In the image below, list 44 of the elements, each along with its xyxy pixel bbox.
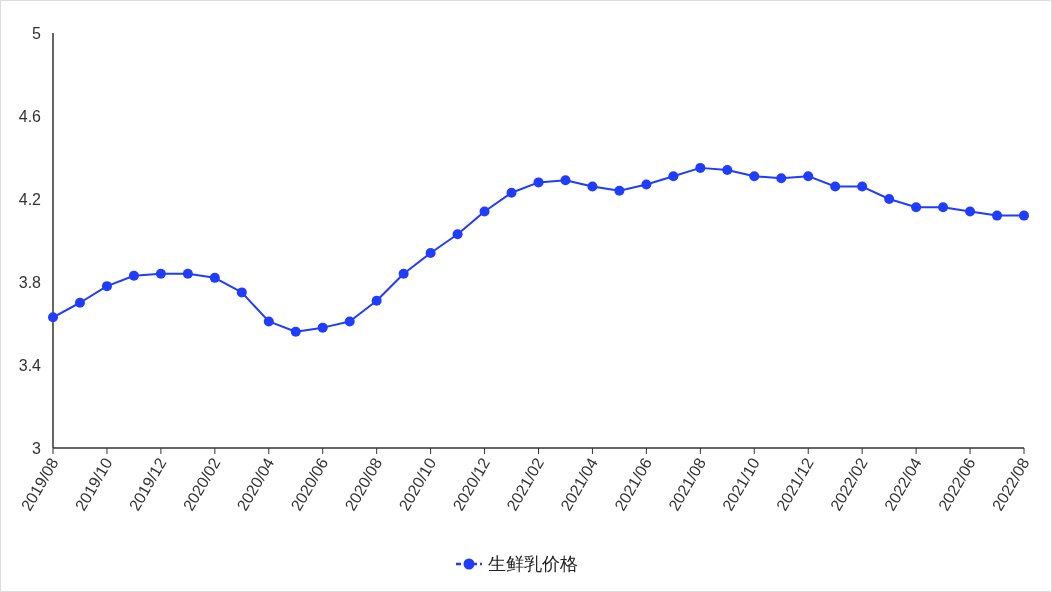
y-tick-label: 3.8 <box>18 274 42 291</box>
point <box>371 295 382 306</box>
point <box>317 322 328 333</box>
point <box>749 171 760 182</box>
legend-label: 生鲜乳价格 <box>488 554 578 574</box>
point <box>398 268 409 279</box>
point <box>74 297 85 308</box>
point <box>128 270 139 281</box>
point <box>884 194 895 204</box>
y-tick-label: 5 <box>32 25 42 42</box>
y-tick-label: 3 <box>32 440 42 457</box>
point <box>1019 210 1029 221</box>
point <box>722 164 733 175</box>
y-tick-label: 4.2 <box>18 191 42 208</box>
point <box>830 181 841 192</box>
point <box>263 316 274 327</box>
point <box>587 181 598 192</box>
point <box>857 181 868 192</box>
point <box>290 326 301 337</box>
point <box>155 268 166 279</box>
point <box>938 202 949 213</box>
point <box>965 206 976 217</box>
point <box>668 171 679 182</box>
point <box>182 268 193 279</box>
point <box>992 210 1003 221</box>
point <box>506 187 517 198</box>
point <box>236 287 247 298</box>
point <box>803 171 814 182</box>
point <box>776 173 787 184</box>
point <box>695 162 706 173</box>
point <box>101 281 112 292</box>
point <box>614 185 625 196</box>
y-tick-label: 4.6 <box>18 108 42 125</box>
point <box>641 179 652 190</box>
point <box>425 247 436 258</box>
point <box>479 206 490 217</box>
point <box>452 229 463 240</box>
point <box>48 312 58 323</box>
y-tick-label: 3.4 <box>18 357 42 374</box>
point <box>560 175 571 186</box>
point <box>911 202 922 213</box>
point <box>344 316 355 327</box>
point <box>209 272 220 283</box>
point <box>533 177 544 188</box>
